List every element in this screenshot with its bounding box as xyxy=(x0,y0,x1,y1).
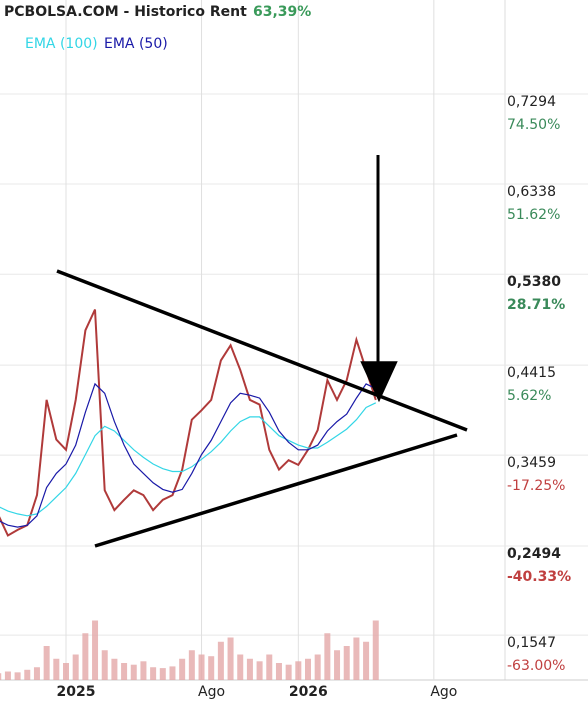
y-change-label: 5.62% xyxy=(507,388,551,404)
volume-bar xyxy=(295,661,302,680)
x-tick-label: Ago xyxy=(430,684,457,700)
volume-bar xyxy=(266,654,273,680)
y-change-label: 28.71% xyxy=(507,297,565,313)
volume-bar xyxy=(305,658,311,680)
volume-bar xyxy=(150,667,157,680)
volume-bar xyxy=(334,650,341,680)
y-tick-label: 0,7294 xyxy=(507,94,556,110)
y-tick-label: 0,1547 xyxy=(507,635,556,651)
volume-bar xyxy=(140,661,147,680)
trend-line xyxy=(56,269,468,432)
volume-bar xyxy=(179,658,186,680)
volume-bar xyxy=(188,650,195,680)
volume-bar xyxy=(353,637,360,680)
ema-line xyxy=(0,382,377,528)
title-value: 63,39% xyxy=(253,4,311,20)
y-change-label: -17.25% xyxy=(507,478,565,494)
arrow-head xyxy=(360,361,398,403)
volume-bar xyxy=(121,663,128,680)
volume-bar xyxy=(24,669,31,680)
volume-bar xyxy=(43,646,50,680)
volume-bar xyxy=(237,654,244,680)
volume-bar xyxy=(227,637,234,680)
volume-bar xyxy=(217,641,224,680)
volume-bar xyxy=(72,654,79,680)
volume-bar xyxy=(4,671,11,680)
volume-bar xyxy=(314,654,321,680)
legend-entry: EMA (50) xyxy=(104,36,168,52)
volume-bar xyxy=(101,650,108,680)
x-tick-label: 2025 xyxy=(57,684,96,700)
y-tick-label: 0,5380 xyxy=(507,274,561,290)
volume-bar xyxy=(33,667,40,680)
y-tick-label: 0,3459 xyxy=(507,455,556,471)
y-change-label: -40.33% xyxy=(507,569,571,585)
x-tick-label: 2026 xyxy=(289,684,328,700)
plot xyxy=(0,0,588,680)
y-tick-label: 0,6338 xyxy=(507,184,556,200)
volume-bar xyxy=(343,646,350,680)
volume-bar xyxy=(111,658,118,680)
y-tick-label: 0,4415 xyxy=(507,365,556,381)
volume-bar xyxy=(169,666,176,680)
volume-bar xyxy=(53,658,60,680)
volume-bar xyxy=(285,664,292,680)
chart-title: PCBOLSA.COM - Historico Rent xyxy=(4,4,247,20)
y-change-label: 74.50% xyxy=(507,117,560,133)
volume-bar xyxy=(63,663,69,680)
trend-line xyxy=(94,433,458,548)
legend-entry: EMA (100) xyxy=(25,36,98,52)
volume-bar xyxy=(198,654,205,680)
drawings xyxy=(56,155,468,548)
volume-bar xyxy=(14,672,21,680)
volume-bar xyxy=(0,673,2,680)
volume-bar xyxy=(82,633,89,680)
volume-bar xyxy=(256,661,263,680)
y-change-label: -63.00% xyxy=(507,658,565,674)
volume-bar xyxy=(92,620,99,680)
volume-bar xyxy=(363,641,370,680)
volume-bar xyxy=(324,633,331,680)
volume-bar xyxy=(275,663,282,680)
volume-bar xyxy=(208,656,215,680)
y-tick-label: 0,2494 xyxy=(507,546,561,562)
volume-bar xyxy=(372,620,379,680)
price-line xyxy=(0,309,377,537)
x-tick-label: Ago xyxy=(198,684,225,700)
y-change-label: 51.62% xyxy=(507,207,560,223)
volume-bar xyxy=(130,664,137,680)
volume-bar xyxy=(159,668,166,680)
volume-bar xyxy=(246,658,253,680)
